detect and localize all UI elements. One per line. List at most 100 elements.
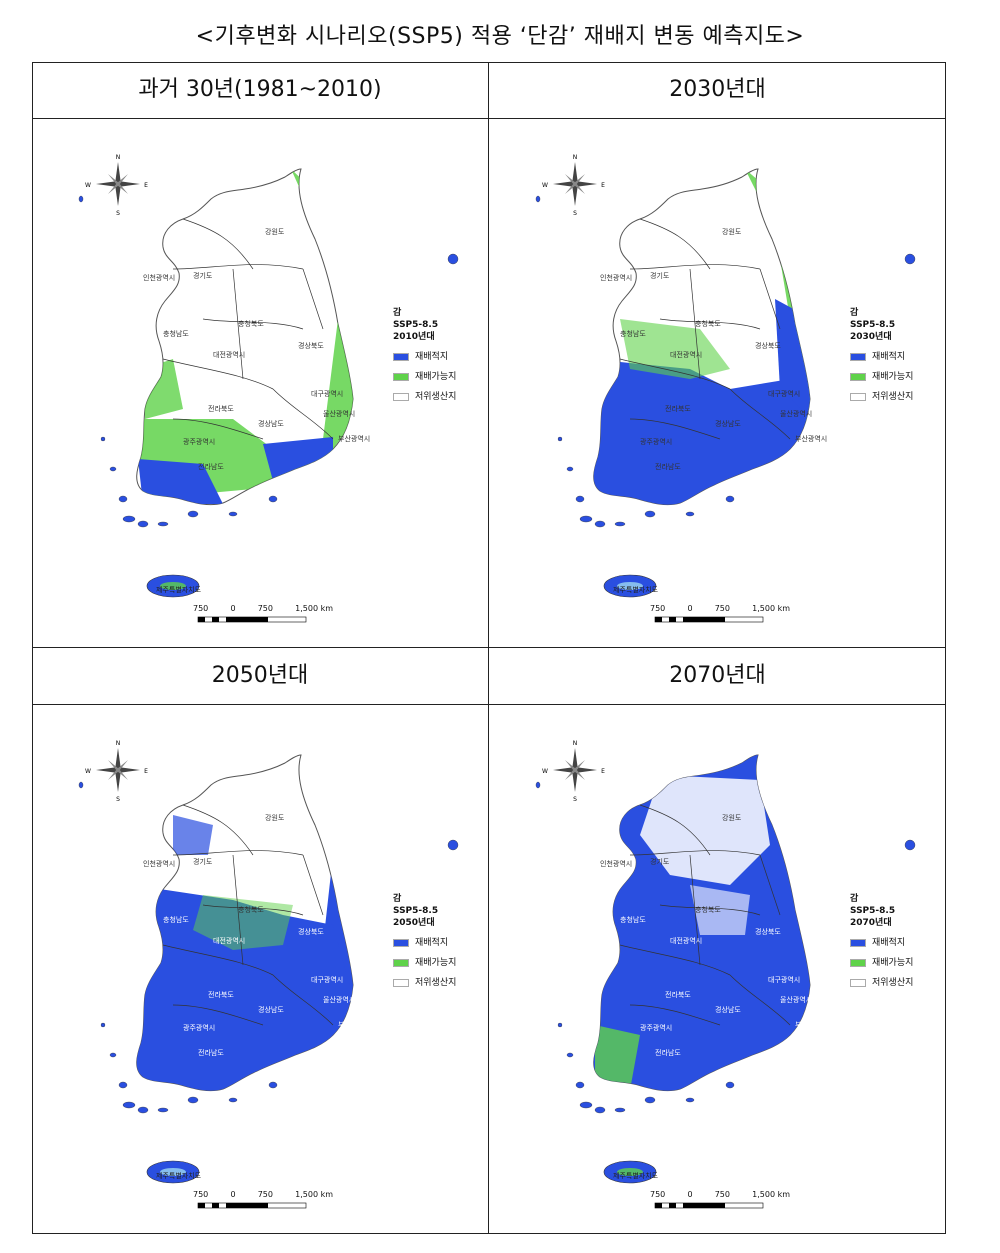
compass-n-label: N [573,740,578,747]
scale-labels: 750 0 750 1,500 km [650,1190,790,1199]
map-panel-2: N S E W 강원도 인천광역시 경기도 충청남도 충청북도 대전광역시 경상북도 전라북도 대구광역… [490,119,945,646]
region-label-gangwon: 강원도 [265,814,285,822]
region-label-incheon: 인천광역시 [143,860,176,868]
scale-label: 750 [193,604,209,613]
region-label-ulsan: 울산광역시 [323,410,356,418]
compass-s-label: S [116,210,120,217]
legend-label: 재배적지 [415,352,449,362]
legend-crop: 감 [850,894,859,904]
region-label-jeonnam: 전라남도 [655,463,681,471]
region-label-gyeongbuk: 경상북도 [298,342,324,350]
legend-label: 저위생산지 [415,978,457,988]
region-label-daegu: 대구광역시 [311,976,344,984]
region-label-gyeongbuk: 경상북도 [755,342,781,350]
region-label-gangwon: 강원도 [722,814,742,822]
map-legend: 감 SSP5-8.5 2010년대 재배적지 재배가능지 저위생산지 [393,307,456,403]
compass-s-label: S [573,796,577,803]
compass-e-label: E [144,768,148,775]
scale-bar [654,1202,764,1209]
region-label-ulsan: 울산광역시 [780,410,813,418]
region-label-gwangju: 광주광역시 [183,438,216,446]
region-label-gwangju: 광주광역시 [640,438,673,446]
compass-w-label: W [85,768,91,775]
legend-item: 저위생산지 [850,977,913,989]
region-label-daegu: 대구광역시 [768,976,801,984]
compass-e-label: E [601,182,605,189]
scale-label: 1,500 km [295,604,333,613]
scale-label: 750 [650,1190,666,1199]
region-label-incheon: 인천광역시 [143,274,176,282]
compass-w-label: W [542,768,548,775]
region-label-gyeonggi: 경기도 [193,272,213,280]
scale-label: 0 [230,604,236,613]
region-label-jeonbuk: 전라북도 [208,405,234,413]
compass-n-label: N [573,154,578,161]
legend-label: 재배가능지 [415,958,457,968]
korea-map: N S E W [78,154,459,623]
scale-label: 750 [650,604,666,613]
legend-period: 2030년대 [850,332,892,342]
legend-crop: 감 [393,308,402,318]
map-legend: 감 SSP5-8.5 2030년대 재배적지 재배가능지 저위생산지 [850,307,913,403]
region-label-jeju: 제주특별자치도 [156,586,202,594]
region-label-jeonnam: 전라남도 [198,463,224,471]
region-label-jeonnam: 전라남도 [198,1049,224,1057]
scale-labels: 750 0 750 1,500 km [193,604,333,613]
region-label-busan: 부산광역시 [795,1021,828,1029]
map-panel-1: N S E W 강원도 인천광역시 경기도 충청남도 충청북도 대전광역시 경상북도 전라북도 대구광역… [33,119,488,646]
scale-label: 0 [230,1190,236,1199]
legend-item: 재배적지 [393,937,456,949]
legend-item: 저위생산지 [393,391,456,403]
legend-scenario: SSP5-8.5 [393,906,439,916]
compass-e-label: E [601,768,605,775]
region-label-gyeongbuk: 경상북도 [755,928,781,936]
compass-rose-icon: N S E W [85,740,148,803]
panel-heading-3: 2050년대 [211,663,309,688]
compass-s-label: S [573,210,577,217]
region-label-ulsan: 울산광역시 [780,996,813,1004]
legend-swatch [850,393,866,401]
legend-swatch [393,939,409,947]
region-label-jeonbuk: 전라북도 [665,405,691,413]
region-label-daegu: 대구광역시 [311,390,344,398]
legend-item: 재배가능지 [393,957,456,969]
legend-swatch [393,979,409,987]
scale-label: 1,500 km [295,1190,333,1199]
region-label-chungbuk: 충청북도 [695,320,721,328]
scale-label: 750 [714,604,730,613]
legend-period: 2010년대 [393,332,435,342]
region-label-chungnam: 충청남도 [620,330,646,338]
region-label-gyeonggi: 경기도 [650,272,670,280]
legend-label: 재배가능지 [872,958,914,968]
region-label-gyeongnam: 경상남도 [715,420,741,428]
legend-label: 재배가능지 [415,372,457,382]
region-label-gyeongnam: 경상남도 [258,1006,284,1014]
map-panel-4: N S E W 강원도 인천광역시 경기도 충청남도 충청북도 대전광역시 경상북도 전라북도 대구광역… [490,705,945,1232]
legend-item: 재배적지 [393,351,456,363]
legend-label: 재배적지 [872,352,906,362]
legend-label: 저위생산지 [415,392,457,402]
region-label-gyeonggi: 경기도 [650,858,670,866]
scale-label: 750 [193,1190,209,1199]
region-label-daegu: 대구광역시 [768,390,801,398]
scale-label: 1,500 km [752,1190,790,1199]
scale-label: 750 [257,604,273,613]
figure-grid [32,62,946,1234]
region-label-gyeongnam: 경상남도 [258,420,284,428]
legend-swatch [850,373,866,381]
legend-item: 재배가능지 [850,371,913,383]
region-label-chungnam: 충청남도 [163,916,189,924]
legend-swatch [850,939,866,947]
region-label-gyeongbuk: 경상북도 [298,928,324,936]
panel-heading-2: 2030년대 [669,77,766,102]
region-label-jeonnam: 전라남도 [655,1049,681,1057]
scale-label: 0 [687,1190,693,1199]
legend-item: 재배적지 [850,351,913,363]
scale-label: 1,500 km [752,604,790,613]
region-label-gangwon: 강원도 [722,228,742,236]
page-title: <기후변화 시나리오(SSP5) 적용 ‘단감’ 재배지 변동 예측지도> [195,24,805,49]
region-label-busan: 부산광역시 [338,1021,371,1029]
map-legend: 감 SSP5-8.5 2070년대 재배적지 재배가능지 저위생산지 [850,893,913,989]
korea-map: N S E W [535,154,916,623]
legend-period: 2050년대 [393,918,435,928]
